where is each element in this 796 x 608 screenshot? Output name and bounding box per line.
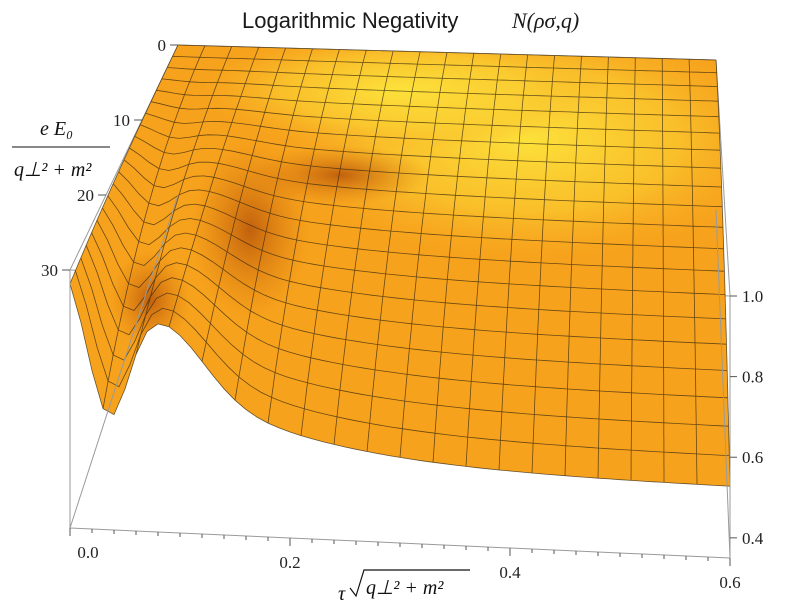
surface-shadow-dip [110, 250, 190, 350]
x-axis-label-inner: q⊥² + m² [366, 577, 444, 599]
y-tick-label: 0 [158, 36, 167, 55]
mesh-line-y [688, 59, 698, 485]
mesh-line-y [102, 45, 206, 409]
mesh-line-y [366, 51, 421, 452]
mesh-line-y [333, 50, 394, 445]
x-tick-label: 0.6 [719, 573, 740, 592]
y-axis-label-numerator: e E₀ [40, 118, 73, 140]
box-edge [69, 194, 179, 529]
x-axis-label: τ q⊥² + m² [338, 569, 470, 605]
mesh-line-y [135, 46, 233, 355]
mesh-line-y [168, 47, 260, 327]
z-tick-label: 1.0 [742, 287, 763, 306]
z-tick-label: 0.8 [742, 368, 763, 387]
chart-title: Logarithmic Negativity N(ρσ,q) [242, 8, 579, 33]
z-tick-labels: 0.4 0.6 0.8 1.0 [742, 287, 764, 548]
mesh-line-y [234, 48, 313, 401]
axis-ticks [62, 44, 737, 566]
mesh-line-y [69, 44, 179, 284]
y-axis-label-denominator: q⊥² + m² [14, 159, 92, 181]
mesh-line-y [300, 50, 367, 436]
x-tick-labels: 0.0 0.2 0.4 0.6 [77, 543, 740, 592]
y-tick-label: 10 [113, 111, 130, 130]
y-tick-label: 20 [77, 186, 94, 205]
mesh-line-y [432, 53, 475, 463]
surface [70, 45, 730, 487]
title-math: N(ρσ,q) [511, 8, 579, 33]
z-tick-label: 0.4 [742, 529, 764, 548]
y-axis-label: e E₀ q⊥² + m² [12, 118, 110, 181]
surface-shadow-ridge-top [250, 145, 430, 205]
y-tick-label: 30 [41, 261, 58, 280]
mesh-line-y [630, 57, 636, 481]
title-text: Logarithmic Negativity [242, 8, 458, 33]
z-tick-label: 0.6 [742, 448, 763, 467]
mesh-line-y [267, 49, 340, 424]
x-tick-label: 0.4 [499, 563, 521, 582]
x-tick-label: 0.2 [279, 553, 300, 572]
mesh-line-y [498, 54, 529, 471]
box-edge [715, 209, 731, 559]
mesh-line-y [201, 47, 286, 362]
x-tick-label: 0.0 [77, 543, 98, 562]
y-tick-labels: 0 10 20 30 [41, 36, 166, 280]
x-axis-label-tau: τ [338, 583, 346, 605]
mesh-line-y [399, 52, 448, 458]
mesh-line-y [465, 53, 502, 467]
mesh-line-y [531, 55, 555, 474]
mesh-line-y [564, 56, 582, 476]
mesh-line-y [597, 56, 609, 479]
mesh-line-y [715, 59, 731, 487]
mesh-line-y [661, 58, 665, 483]
surface-mesh [69, 44, 731, 487]
surface-highlight-back [200, 45, 600, 150]
